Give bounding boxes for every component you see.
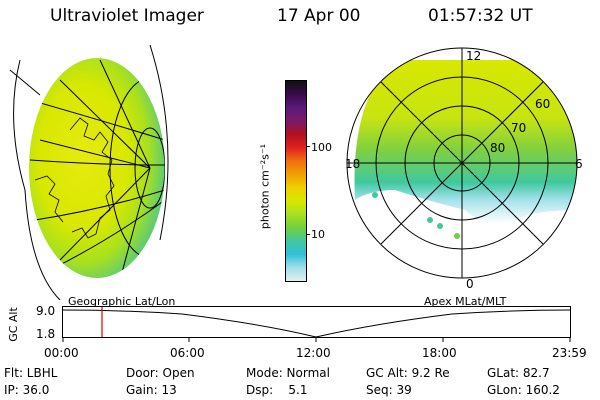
instrument-title: Ultraviolet Imager <box>50 6 204 26</box>
footer-flt: Flt: LBHL <box>4 366 58 380</box>
mlt-label-12: 12 <box>466 49 481 63</box>
colorbar-tickmark <box>307 146 310 147</box>
footer-glon: GLon: 160.2 <box>487 383 560 397</box>
footer-gc-alt: GC Alt: 9.2 Re <box>366 366 450 380</box>
timeline-x-tick-0000: 00:00 <box>44 346 79 360</box>
date-label: 17 Apr 00 <box>277 6 361 26</box>
timeline-left-label: Geographic Lat/Lon <box>68 295 176 308</box>
timeline-chart <box>62 306 571 342</box>
footer-mode: Mode: Normal <box>246 366 330 380</box>
colorbar-tickmark <box>307 234 310 235</box>
lat-label-60: 60 <box>535 97 550 111</box>
altitude-curve <box>62 309 571 338</box>
colorbar <box>285 80 307 282</box>
footer-glat: GLat: 82.7 <box>487 366 550 380</box>
timeline-y-axis-label: GC Alt <box>6 307 20 342</box>
colorbar-tick-10: 10 <box>311 228 325 241</box>
timeline-x-tick-0600: 06:00 <box>170 346 205 360</box>
timeline-y-tick-1: 1.8 <box>36 327 56 341</box>
mlt-label-6: 6 <box>575 157 583 171</box>
footer-gain: Gain: 13 <box>126 383 177 397</box>
lat-label-70: 70 <box>511 121 526 135</box>
timeline-x-tick-1800: 18:00 <box>422 346 457 360</box>
footer-seq: Seq: 39 <box>366 383 412 397</box>
footer-dsp: Dsp: 5.1 <box>246 383 308 397</box>
timeline-right-label: Apex MLat/MLT <box>424 295 507 308</box>
timeline-y-tick-9: 9.0 <box>36 304 56 318</box>
colorbar-tick-100: 100 <box>311 141 332 154</box>
timeline-x-tick-2359: 23:59 <box>552 346 587 360</box>
timeline-x-tick-1200: 12:00 <box>296 346 331 360</box>
time-label: 01:57:32 UT <box>428 6 533 26</box>
colorbar-gradient <box>286 81 306 281</box>
footer-door: Door: Open <box>126 366 195 380</box>
polar-mlt-plot: 12 18 6 0 60 70 80 <box>345 47 583 291</box>
mlt-label-18: 18 <box>345 157 360 171</box>
footer-ip: IP: 36.0 <box>4 383 50 397</box>
lat-label-80: 80 <box>490 141 505 155</box>
mlt-label-0: 0 <box>466 277 474 291</box>
geographic-globe-image <box>9 44 169 300</box>
colorbar-unit-label: photon cm⁻²s⁻¹ <box>258 143 272 230</box>
